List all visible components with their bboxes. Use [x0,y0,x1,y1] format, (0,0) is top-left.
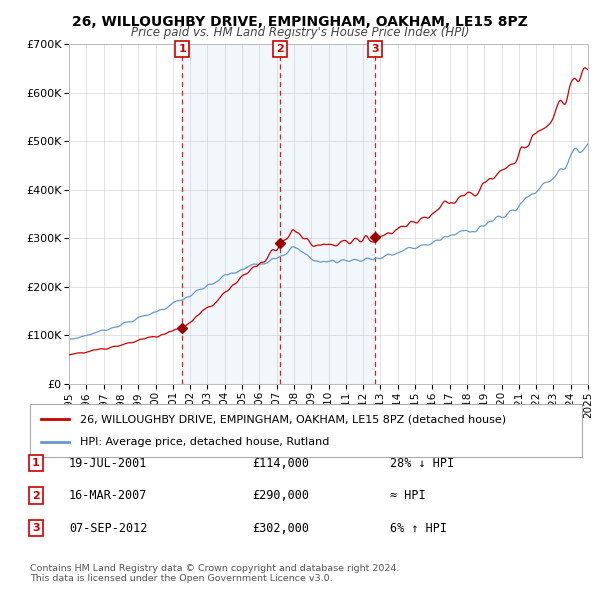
Text: 19-JUL-2001: 19-JUL-2001 [69,457,148,470]
Text: 1: 1 [32,458,40,468]
Text: 2: 2 [277,44,284,54]
Text: £302,000: £302,000 [252,522,309,535]
Text: 07-SEP-2012: 07-SEP-2012 [69,522,148,535]
Text: 1: 1 [178,44,186,54]
Text: 28% ↓ HPI: 28% ↓ HPI [390,457,454,470]
Bar [182,44,280,384]
Text: £290,000: £290,000 [252,489,309,502]
Text: ≈ HPI: ≈ HPI [390,489,425,502]
Bar [280,44,375,384]
Text: 16-MAR-2007: 16-MAR-2007 [69,489,148,502]
Text: £114,000: £114,000 [252,457,309,470]
Text: 6% ↑ HPI: 6% ↑ HPI [390,522,447,535]
Text: 2: 2 [32,491,40,500]
Text: Price paid vs. HM Land Registry's House Price Index (HPI): Price paid vs. HM Land Registry's House … [131,26,469,39]
Text: 3: 3 [32,523,40,533]
Text: 26, WILLOUGHBY DRIVE, EMPINGHAM, OAKHAM, LE15 8PZ: 26, WILLOUGHBY DRIVE, EMPINGHAM, OAKHAM,… [72,15,528,29]
Text: HPI: Average price, detached house, Rutland: HPI: Average price, detached house, Rutl… [80,437,329,447]
Text: Contains HM Land Registry data © Crown copyright and database right 2024.
This d: Contains HM Land Registry data © Crown c… [30,563,400,583]
Text: 26, WILLOUGHBY DRIVE, EMPINGHAM, OAKHAM, LE15 8PZ (detached house): 26, WILLOUGHBY DRIVE, EMPINGHAM, OAKHAM,… [80,414,506,424]
Text: 3: 3 [371,44,379,54]
